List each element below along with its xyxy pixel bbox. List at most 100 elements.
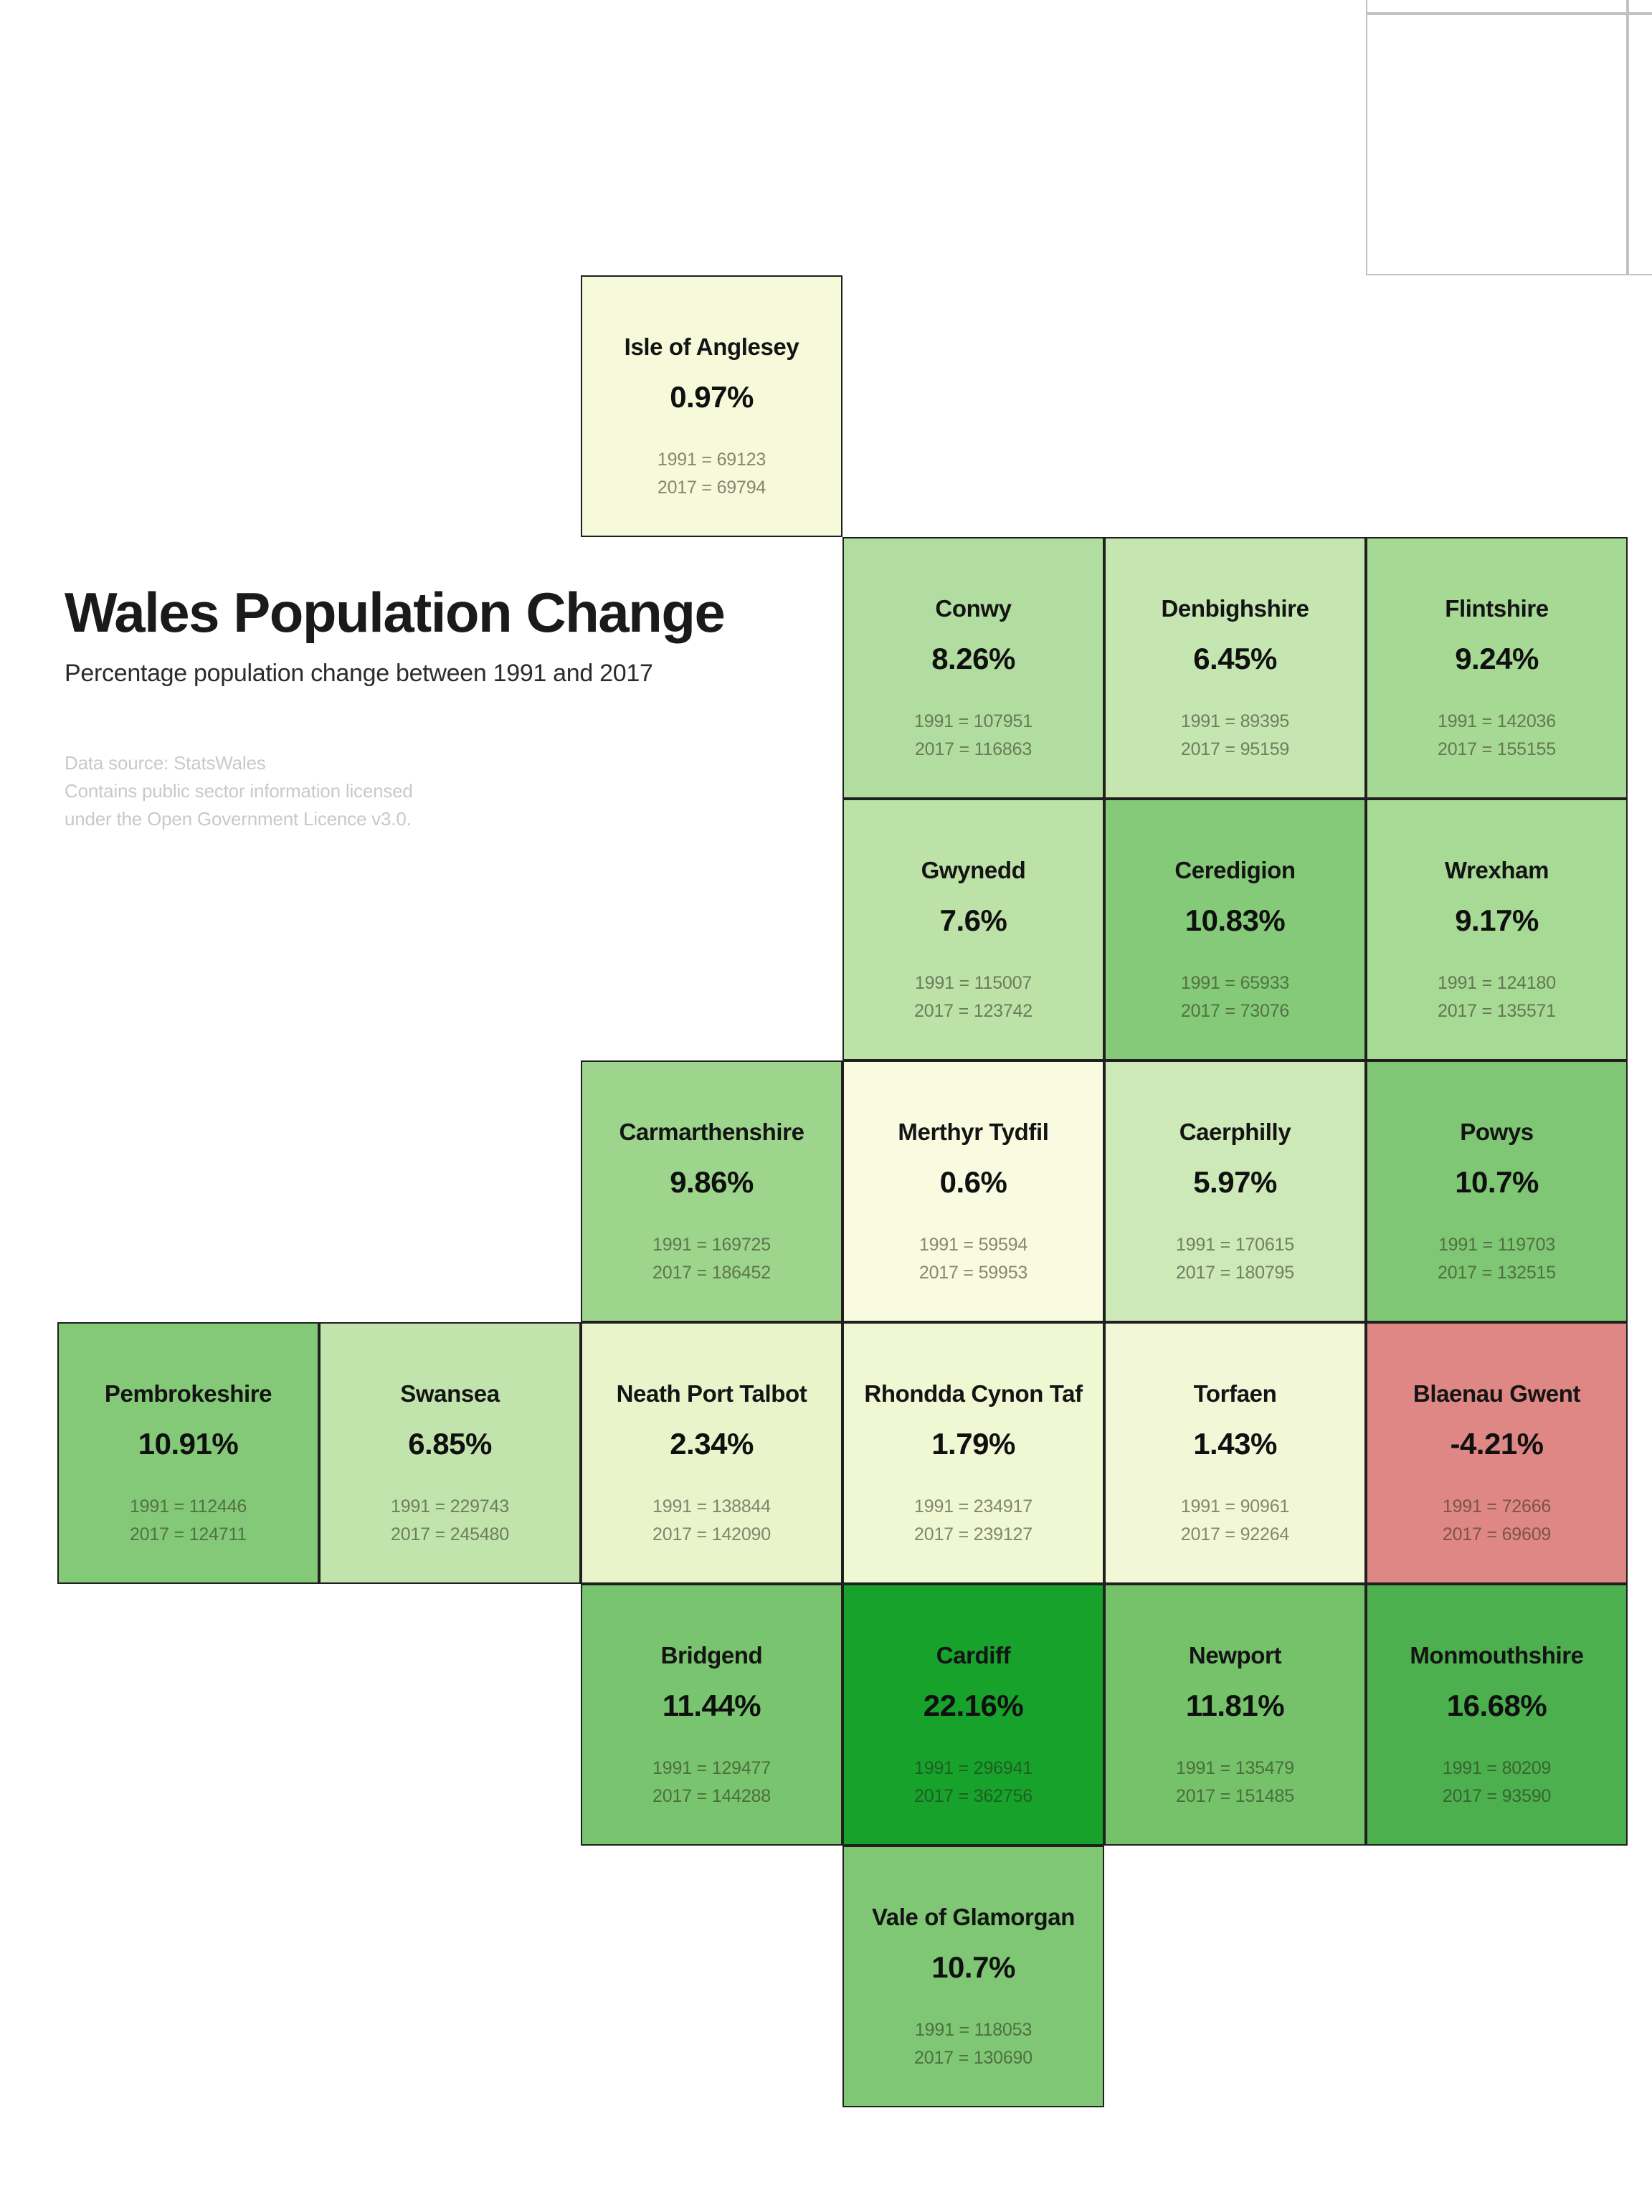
region-pct-change: 7.6%: [939, 903, 1007, 937]
region-populations: 1991 = 65933 2017 = 73076: [1181, 969, 1289, 1026]
pop-1991: 1991 = 80209: [1442, 1757, 1552, 1778]
source-line-2: Contains public sector information licen…: [65, 779, 413, 802]
region-tile-powys: Powys 10.7% 1991 = 119703 2017 = 132515: [1366, 1060, 1628, 1322]
chart-subtitle: Percentage population change between 199…: [65, 659, 653, 687]
region-pct-change: 1.43%: [1193, 1426, 1277, 1461]
region-name: Wrexham: [1444, 857, 1549, 883]
pop-2017: 2017 = 130690: [914, 2048, 1032, 2069]
region-name: Pembrokeshire: [104, 1380, 272, 1407]
region-name: Denbighshire: [1161, 595, 1309, 622]
region-pct-change: 9.86%: [670, 1164, 754, 1199]
pop-1991: 1991 = 107951: [914, 711, 1032, 731]
pop-1991: 1991 = 135479: [1176, 1757, 1294, 1778]
region-pct-change: 11.44%: [662, 1688, 761, 1722]
pop-1991: 1991 = 234917: [914, 1496, 1032, 1516]
region-pct-change: 11.81%: [1185, 1688, 1285, 1722]
region-tile-ceredigion: Ceredigion 10.83% 1991 = 65933 2017 = 73076: [1104, 799, 1366, 1060]
region-tile-cardiff: Cardiff 22.16% 1991 = 296941 2017 = 362756: [842, 1584, 1104, 1846]
pop-2017: 2017 = 69609: [1442, 1524, 1552, 1545]
region-name: Carmarthenshire: [619, 1119, 804, 1145]
pop-1991: 1991 = 170615: [1176, 1234, 1294, 1255]
region-name: Bridgend: [660, 1642, 763, 1669]
pop-2017: 2017 = 186452: [652, 1263, 771, 1283]
region-populations: 1991 = 115007 2017 = 123742: [914, 969, 1032, 1026]
pop-2017: 2017 = 132515: [1438, 1263, 1556, 1283]
pop-2017: 2017 = 95159: [1180, 739, 1290, 760]
region-populations: 1991 = 80209 2017 = 93590: [1443, 1755, 1551, 1811]
pop-2017: 2017 = 362756: [914, 1786, 1032, 1807]
pop-1991: 1991 = 296941: [914, 1757, 1032, 1778]
pop-2017: 2017 = 124711: [129, 1524, 247, 1545]
region-pct-change: 10.91%: [138, 1426, 239, 1461]
region-name: Ceredigion: [1174, 857, 1296, 883]
region-populations: 1991 = 142036 2017 = 155155: [1438, 708, 1556, 764]
pop-1991: 1991 = 229743: [391, 1496, 509, 1516]
pop-2017: 2017 = 116863: [914, 739, 1032, 760]
pop-2017: 2017 = 135571: [1438, 1001, 1556, 1022]
pop-2017: 2017 = 123742: [914, 1001, 1032, 1022]
region-pct-change: 16.68%: [1446, 1688, 1547, 1722]
chart-title: Wales Population Change: [65, 581, 726, 644]
region-tile-swansea: Swansea 6.85% 1991 = 229743 2017 = 245480: [319, 1322, 581, 1584]
region-populations: 1991 = 107951 2017 = 116863: [914, 708, 1032, 764]
pop-1991: 1991 = 89395: [1180, 711, 1290, 731]
region-populations: 1991 = 169725 2017 = 186452: [652, 1231, 771, 1288]
pop-2017: 2017 = 73076: [1180, 1001, 1290, 1022]
region-populations: 1991 = 112446 2017 = 124711: [130, 1493, 247, 1549]
region-pct-change: 9.24%: [1455, 641, 1539, 675]
region-pct-change: 0.6%: [939, 1164, 1007, 1199]
region-tile-isle-of-anglesey: Isle of Anglesey 0.97% 1991 = 69123 2017 = …: [581, 275, 842, 537]
region-pct-change: 8.26%: [931, 641, 1015, 675]
region-populations: 1991 = 89395 2017 = 95159: [1181, 708, 1289, 764]
region-populations: 1991 = 229743 2017 = 245480: [391, 1493, 509, 1549]
region-name: Isle of Anglesey: [624, 333, 799, 360]
pop-1991: 1991 = 118053: [914, 2019, 1032, 2040]
region-tile-flintshire: Flintshire 9.24% 1991 = 142036 2017 = 15515…: [1366, 537, 1628, 799]
region-populations: 1991 = 124180 2017 = 135571: [1438, 969, 1556, 1026]
region-name: Powys: [1460, 1119, 1534, 1145]
region-tile-carmarthenshire: Carmarthenshire 9.86% 1991 = 169725 2017 = …: [581, 1060, 842, 1322]
pop-2017: 2017 = 92264: [1180, 1524, 1290, 1545]
region-tile-bridgend: Bridgend 11.44% 1991 = 129477 2017 = 144288: [581, 1584, 842, 1846]
region-tile-rhondda-cynon-taf: Rhondda Cynon Taf 1.79% 1991 = 234917 2017 …: [842, 1322, 1104, 1584]
region-name: Newport: [1188, 1642, 1282, 1669]
pop-1991: 1991 = 90961: [1180, 1496, 1290, 1516]
region-name: Gwynedd: [921, 857, 1026, 883]
region-pct-change: -4.21%: [1450, 1426, 1544, 1461]
pop-2017: 2017 = 69794: [657, 478, 766, 498]
region-pct-change: 10.7%: [931, 1950, 1015, 1984]
empty-tile: [1628, 0, 1652, 14]
pop-1991: 1991 = 169725: [652, 1234, 771, 1255]
pop-2017: 2017 = 59953: [918, 1263, 1028, 1283]
region-tile-torfaen: Torfaen 1.43% 1991 = 90961 2017 = 92264: [1104, 1322, 1366, 1584]
empty-tile: [1366, 0, 1628, 14]
pop-1991: 1991 = 119703: [1438, 1234, 1556, 1255]
region-populations: 1991 = 296941 2017 = 362756: [914, 1755, 1032, 1811]
region-pct-change: 22.16%: [923, 1688, 1024, 1722]
region-name: Blaenau Gwent: [1413, 1380, 1581, 1407]
pop-1991: 1991 = 138844: [652, 1496, 771, 1516]
region-tile-wrexham: Wrexham 9.17% 1991 = 124180 2017 = 135571: [1366, 799, 1628, 1060]
pop-1991: 1991 = 59594: [918, 1234, 1028, 1255]
region-name: Monmouthshire: [1410, 1642, 1584, 1669]
region-pct-change: 1.79%: [931, 1426, 1015, 1461]
region-name: Flintshire: [1445, 595, 1549, 622]
pop-2017: 2017 = 93590: [1442, 1786, 1552, 1807]
region-name: Swansea: [400, 1380, 500, 1407]
region-pct-change: 2.34%: [670, 1426, 754, 1461]
region-name: Torfaen: [1193, 1380, 1277, 1407]
empty-tile: [1366, 14, 1628, 275]
region-tile-denbighshire: Denbighshire 6.45% 1991 = 89395 2017 = 9515…: [1104, 537, 1366, 799]
pop-1991: 1991 = 112446: [129, 1496, 247, 1516]
region-name: Rhondda Cynon Taf: [864, 1380, 1083, 1407]
pop-2017: 2017 = 180795: [1176, 1263, 1294, 1283]
pop-1991: 1991 = 69123: [657, 449, 766, 470]
region-name: Neath Port Talbot: [616, 1380, 807, 1407]
pop-1991: 1991 = 72666: [1442, 1496, 1552, 1516]
region-pct-change: 6.85%: [408, 1426, 492, 1461]
data-source-note: Data source: StatsWales Contains public …: [65, 749, 796, 833]
region-tile-merthyr-tydfil: Merthyr Tydfil 0.6% 1991 = 59594 2017 = 599…: [842, 1060, 1104, 1322]
region-tile-blaenau-gwent: Blaenau Gwent -4.21% 1991 = 72666 2017 = 69…: [1366, 1322, 1628, 1584]
region-populations: 1991 = 69123 2017 = 69794: [658, 446, 766, 503]
